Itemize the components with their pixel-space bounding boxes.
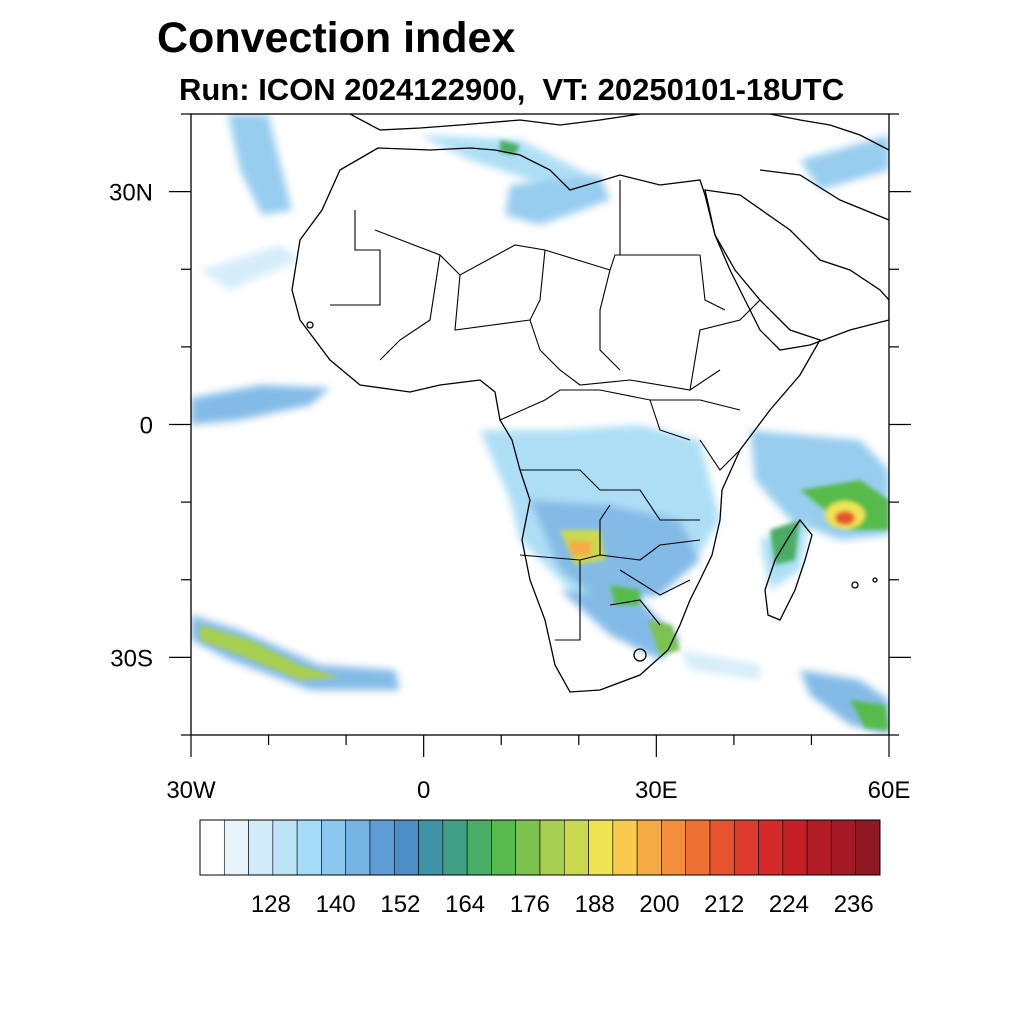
colorbar-swatch [491,819,517,876]
lat-tick-label: 30N [109,180,153,207]
colorbar-swatch [806,819,832,876]
colorbar-tick-label: 152 [380,891,420,918]
colorbar-swatch [272,819,298,876]
colorbar-swatch [782,819,808,876]
colorbar: 128 140 152 164 176 188 200 212 224 236 [199,819,881,918]
colorbar-swatch [539,819,565,876]
map-title: Convection index [157,14,516,62]
colorbar-swatch [248,819,274,876]
colorbar-swatch [612,819,638,876]
convection-field [191,114,889,735]
lon-tick-label: 0 [417,777,430,804]
country-borders [330,180,761,641]
colorbar-tick-label: 212 [704,891,744,918]
lat-tick-label: 30S [110,645,153,672]
colorbar-swatch [223,819,249,876]
colorbar-swatch [733,819,759,876]
coastlines [291,114,889,693]
lon-tick-label: 30W [166,777,216,804]
colorbar-swatch [321,819,347,876]
colorbar-tick-label: 128 [251,891,291,918]
colorbar-swatch [758,819,784,876]
colorbar-swatch [685,819,711,876]
colorbar-swatch [199,819,225,876]
colorbar-swatch [393,819,419,876]
axis-ticks: 30N 0 30S 30W 0 30E 60E [109,113,911,804]
colorbar-swatch [466,819,492,876]
colorbar-tick-label: 176 [510,891,550,918]
colorbar-tick-label: 236 [834,891,874,918]
colorbar-swatch [418,819,444,876]
colorbar-swatch [831,819,857,876]
lon-tick-label: 60E [868,777,911,804]
colorbar-swatch [369,819,395,876]
colorbar-tick-label: 200 [639,891,679,918]
colorbar-swatch [661,819,687,876]
lon-tick-label: 30E [635,777,678,804]
colorbar-swatch [563,819,589,876]
colorbar-swatch [636,819,662,876]
colorbar-swatch [855,819,881,876]
colorbar-swatch [345,819,371,876]
colorbar-swatch [442,819,468,876]
colorbar-tick-label: 140 [316,891,356,918]
lat-tick-label: 0 [140,413,153,440]
colorbar-tick-label: 188 [575,891,615,918]
colorbar-tick-label: 164 [445,891,485,918]
map-subtitle: Run: ICON 2024122900, VT: 20250101-18UTC [179,72,845,107]
colorbar-swatch [588,819,614,876]
colorbar-swatch [296,819,322,876]
colorbar-frame [199,819,881,876]
colorbar-swatch [709,819,735,876]
colorbar-tick-label: 224 [769,891,809,918]
colorbar-swatch [515,819,541,876]
